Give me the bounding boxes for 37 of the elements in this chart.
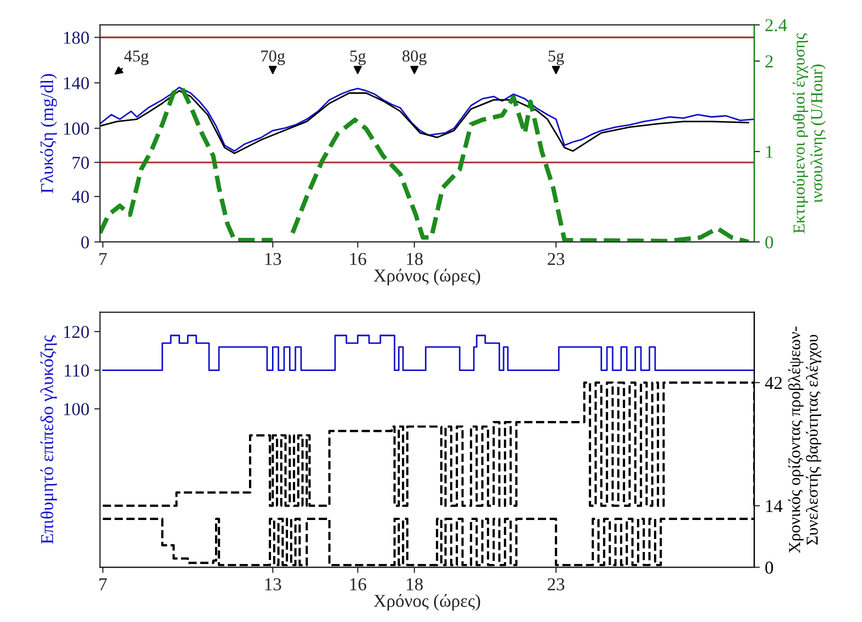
x-tick-label: 18 [406,578,423,590]
y-tick-label: 140 [64,77,89,90]
x-tick-label: 7 [100,578,107,590]
y-tick-label: 40 [72,190,89,203]
x-tick-label: 13 [265,252,282,266]
y-tick-label: 0 [81,236,89,248]
y-tick-label: 120 [64,326,89,338]
y-tick-label: 180 [64,32,89,44]
annotation: 5g [350,50,366,66]
y2-tick-label: 14 [766,500,782,512]
x-axis-title: Χρόνος (ώρες) [374,268,480,286]
x-tick-label: 23 [548,578,564,590]
y-tick-label: 110 [64,364,89,377]
y2-tick-label: 2.4 [765,19,787,32]
x-tick-label: 13 [265,578,282,590]
y2-tick-label: 1 [766,146,773,158]
x-tick-label: 7 [100,253,107,265]
y2-tick-label: 0 [765,562,774,574]
y-axis-title: Γλυκόζη (mg/dl) [40,74,57,194]
x-tick-label: 23 [548,252,564,266]
x-tick-label: 18 [406,252,423,266]
y2-tick-label: 0 [765,236,774,248]
y2-axis-title: Εκτιμούμενοι ρυθμοί έγχυσης ινσουλίνης (U/Hour) [792,33,826,234]
y-tick-label: 70 [72,156,89,169]
annotation: 70g [261,50,285,66]
annotation: 45g [124,50,149,66]
annotation: 5g [548,50,564,66]
y-axis-title: Επιθυμητό επίπεδο γλυκόζης [40,335,57,544]
y2-tick-label: 42 [765,376,782,389]
x-tick-label: 16 [350,252,366,266]
y2-axis-title: Χρονικός ορίζοντας προβλέψεων- Συνελεστής βαρύτητας ελέγχου [788,326,822,554]
y2-tick-label: 2 [765,55,773,68]
x-axis-title: Χρόνος (ώρες) [374,594,480,611]
y-tick-label: 100 [64,403,89,416]
y-tick-label: 100 [64,122,89,135]
x-tick-label: 16 [350,578,366,590]
annotation: 80g [402,50,427,66]
